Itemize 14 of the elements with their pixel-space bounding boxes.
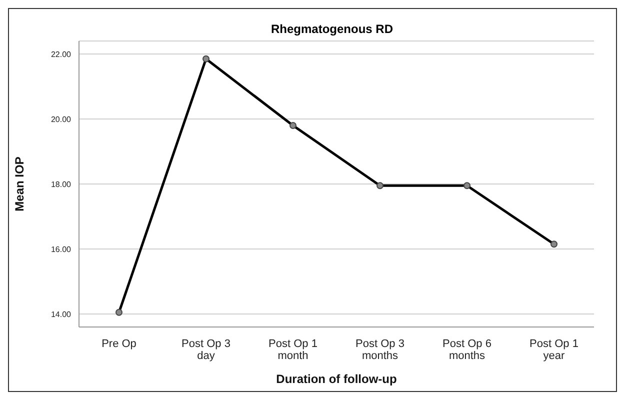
x-tick-label: Post Op 1 month bbox=[268, 338, 318, 362]
x-tick-label: Post Op 6 months bbox=[442, 338, 492, 362]
x-axis-title: Duration of follow-up bbox=[276, 372, 397, 386]
y-tick-label: 14.00 bbox=[50, 310, 72, 319]
x-tick-label: Pre Op bbox=[102, 338, 136, 350]
y-tick-label: 20.00 bbox=[50, 114, 72, 124]
x-tick-label: Post Op 1 year bbox=[530, 338, 578, 362]
x-tick-label: Post Op 3 months bbox=[356, 338, 404, 362]
y-tick-label: 16.00 bbox=[50, 244, 72, 254]
x-tick-label: Post Op 3 day bbox=[182, 338, 230, 362]
y-axis-title: Mean IOP bbox=[12, 156, 26, 212]
chart-title: Rhegmatogenous RD bbox=[270, 22, 394, 36]
y-tick-label: 18.00 bbox=[50, 180, 72, 189]
y-tick-label: 22.00 bbox=[50, 50, 72, 59]
